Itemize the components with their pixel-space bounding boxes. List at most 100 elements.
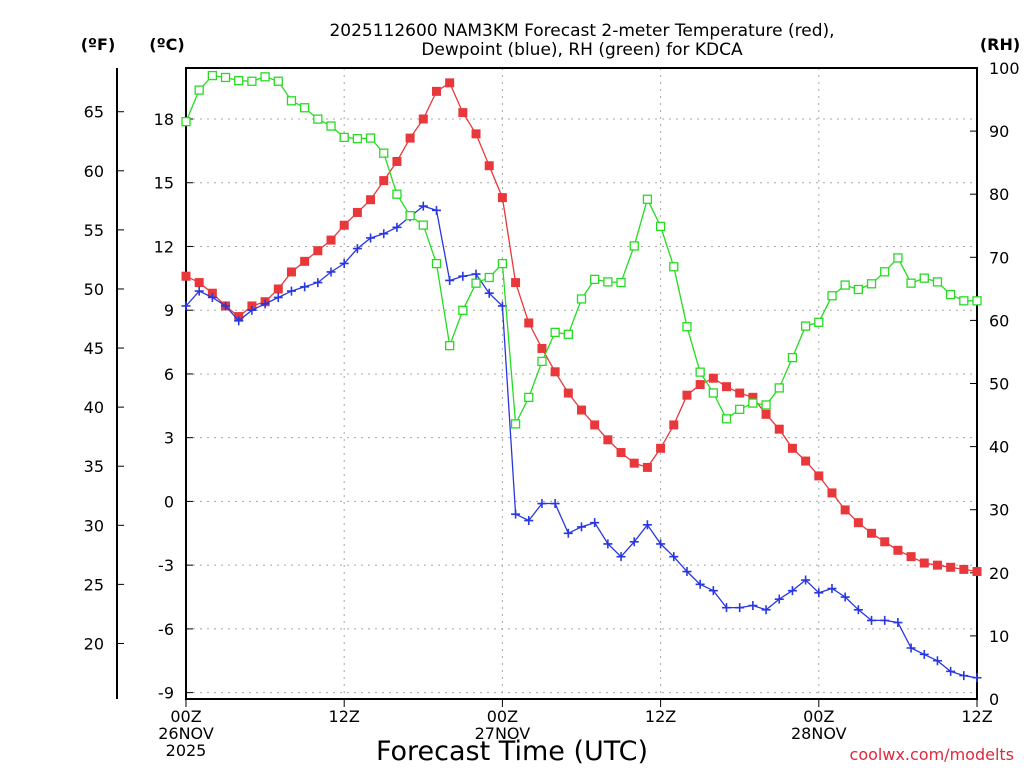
2-meter-temperature-point [445,78,455,88]
rh-tick-label: 20 [989,564,1009,583]
rh-tick-label: 60 [989,311,1009,330]
2-meter-temperature-point [774,424,784,434]
rh-point [603,277,613,287]
dewpoint-point [932,656,942,666]
2-meter-temperature-point [273,284,283,294]
dewpoint-point [577,522,586,532]
dewpoint-point [260,299,270,309]
2-meter-temperature-point [418,114,428,124]
dewpoint-point [840,592,850,602]
series [181,70,982,683]
2-meter-temperature-point [563,388,573,398]
rh-point [273,76,283,86]
plot-frame [185,67,978,700]
gridlines [186,68,977,699]
dewpoint-point [919,649,929,659]
rh-tick-label: 40 [989,438,1009,457]
dewpoint-point [787,586,797,596]
rh-point [234,75,244,86]
2-meter-temperature-point [880,537,890,547]
rh-point [550,327,560,338]
dewpoint-point [418,201,428,211]
2-meter-temperature-point [629,458,639,468]
2-meter-temperature-point [708,373,718,383]
rh-point [458,305,468,315]
dewpoint-point [366,233,376,243]
chart-title-line2: Dewpoint (blue), RH (green) for KDCA [421,40,743,60]
2-meter-temperature-point [300,256,310,266]
rh-point [629,241,639,251]
2-meter-temperature-point [577,405,586,415]
dewpoint-point [511,509,521,519]
2-meter-temperature-point [893,545,903,555]
rh-point [774,383,784,393]
rh-point [471,278,481,288]
2-meter-temperature-point [326,235,336,245]
celsius-tick-label: -9 [158,684,174,703]
rh-tick-label: 30 [989,501,1009,520]
rh-point [959,296,969,306]
dewpoint-point [735,603,745,613]
fahrenheit-tick-label: 30 [84,516,104,535]
rh-point [853,284,863,295]
rh-tick-label: 0 [989,690,999,709]
dewpoint-point [748,601,758,611]
credit-link[interactable]: coolwx.com/modelts [850,745,1014,764]
dewpoint-point [880,615,890,625]
celsius-tick-label: 12 [154,237,174,256]
2-meter-temperature-point [695,380,705,390]
dewpoint-point [484,288,494,298]
rh-point [247,76,257,86]
x-tick-label: 27NOV [475,724,531,743]
2-meter-temperature-point [787,443,797,453]
dewpoint-point [234,316,244,326]
dewpoint-point [379,229,389,239]
dewpoint-point [326,267,336,277]
2-meter-temperature-point [761,409,771,419]
dewpoint-point [537,499,547,509]
rh-point [510,419,521,429]
fahrenheit-tick-label: 20 [84,634,104,653]
2-meter-temperature-point [853,518,863,528]
rh-line [185,74,977,427]
rh-point [748,398,758,408]
fahrenheit-tick-label: 45 [84,339,104,358]
rh-point [840,280,850,290]
2-meter-temperature-point [524,318,534,328]
rh-tick-label: 50 [989,375,1009,394]
dewpoint-point [550,499,560,509]
dewpoint-point [669,552,679,562]
rh-point [787,352,798,363]
rh-point [379,148,389,158]
dewpoint-point [445,275,455,285]
rh-point [893,253,903,263]
rh-tick-label: 90 [989,122,1009,141]
dewpoint-point [431,205,441,215]
rh-point [590,274,600,285]
rh-point [524,392,534,403]
dewpoint-point [339,258,349,268]
rh-point [497,258,508,269]
fahrenheit-tick-label: 25 [84,575,104,594]
rh-point [669,262,679,272]
rh-point [655,221,666,232]
x-tick-label: 28NOV [791,724,847,743]
rh-point [299,103,310,113]
dewpoint-point [827,584,837,594]
2-meter-temperature-point [656,443,666,453]
rh-tick-label: 10 [989,627,1009,646]
axes: 656055504540353025201815129630-3-6-91009… [84,59,1020,760]
2-meter-temperature-point [840,505,850,515]
x-tick-label: 2025 [166,741,207,760]
fahrenheit-tick-label: 35 [84,457,104,476]
rh-point [220,72,231,83]
dewpoint-point [616,552,626,562]
fahrenheit-unit-label: (ºF) [81,35,116,54]
rh-point [392,189,402,199]
2-meter-temperature-point [735,388,745,398]
rh-unit-label: (RH) [980,35,1020,54]
celsius-tick-label: 15 [154,174,174,193]
dewpoint-point [313,278,323,288]
2-meter-temperature-point [550,367,560,377]
